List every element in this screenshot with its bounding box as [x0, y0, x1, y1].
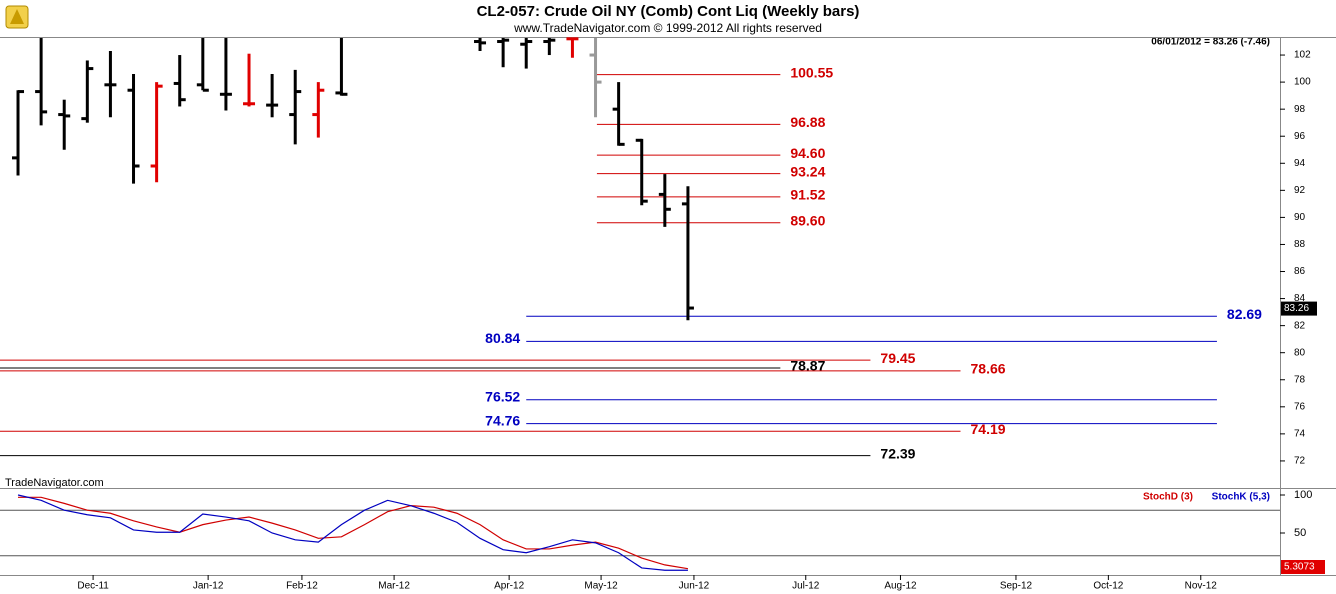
stoch-line [17, 494, 688, 571]
x-tick-label: Dec-11 [77, 581, 109, 592]
last-price-label: 83.26 [1284, 303, 1309, 314]
level-label: 72.39 [880, 445, 915, 461]
subtitle: www.TradeNavigator.com © 1999-2012 All r… [513, 21, 822, 35]
stoch-line [18, 496, 689, 570]
y-tick-label: 72 [1294, 456, 1306, 467]
x-tick-label: Oct-12 [1093, 581, 1123, 592]
y-tick-label: 90 [1294, 212, 1306, 223]
legend-entry: StochD (3) [1143, 492, 1193, 503]
x-tick-label: May-12 [584, 581, 618, 592]
x-tick-label: Mar-12 [378, 581, 410, 592]
x-tick-label: Aug-12 [884, 581, 917, 592]
y-tick-label: 98 [1294, 104, 1306, 115]
level-label: 79.45 [880, 350, 915, 366]
x-tick-label: Jul-12 [792, 581, 820, 592]
last-price-box [1281, 301, 1317, 316]
level-label: 100.55 [790, 64, 833, 80]
x-tick-label: Apr-12 [494, 581, 524, 592]
y-tick-label: 78 [1294, 374, 1306, 385]
level-label: 78.87 [790, 358, 825, 374]
y-tick-label: 100 [1294, 77, 1311, 88]
level-label: 74.19 [971, 421, 1006, 437]
y-tick-label: 80 [1294, 347, 1306, 358]
last-value-label: 5.3073 [1284, 562, 1315, 573]
level-label: 94.60 [790, 145, 825, 161]
y-tick-label: 92 [1294, 185, 1306, 196]
logo [5, 5, 29, 29]
level-label: 74.76 [485, 412, 520, 428]
level-label: 96.88 [790, 114, 825, 130]
y-tick-label: 94 [1294, 158, 1306, 169]
y-tick-label: 96 [1294, 131, 1306, 142]
y-tick-label: 76 [1294, 401, 1306, 412]
chart-title: CL2-057: Crude Oil NY (Comb) Cont Liq (W… [477, 3, 860, 20]
x-tick-label: Nov-12 [1185, 581, 1218, 592]
y-tick-label: 102 [1294, 50, 1311, 61]
last-value-box [1281, 560, 1325, 574]
y-tick-label: 74 [1294, 429, 1306, 440]
readout: 06/01/2012 = 83.26 (-7.46) [1151, 37, 1270, 48]
y-tick-label: 84 [1294, 293, 1306, 304]
x-tick-label: Jan-12 [193, 581, 224, 592]
level-label: 76.52 [485, 388, 520, 404]
x-tick-label: Jun-12 [679, 581, 710, 592]
y-tick-label: 100 [1294, 489, 1312, 501]
level-label: 80.84 [485, 330, 520, 346]
y-tick-label: 88 [1294, 239, 1306, 250]
y-tick-label: 50 [1294, 527, 1306, 539]
level-label: 82.69 [1227, 306, 1262, 322]
level-label: 89.60 [790, 213, 825, 229]
y-tick-label: 86 [1294, 266, 1306, 277]
x-tick-label: Sep-12 [1000, 581, 1033, 592]
y-tick-label: 82 [1294, 320, 1306, 331]
legend-entry: StochK (5,3) [1212, 492, 1270, 503]
x-tick-label: Feb-12 [286, 581, 318, 592]
level-label: 93.24 [790, 163, 825, 179]
level-label: 91.52 [790, 187, 825, 203]
level-label: 78.66 [971, 361, 1006, 377]
watermark: TradeNavigator.com [5, 477, 104, 489]
